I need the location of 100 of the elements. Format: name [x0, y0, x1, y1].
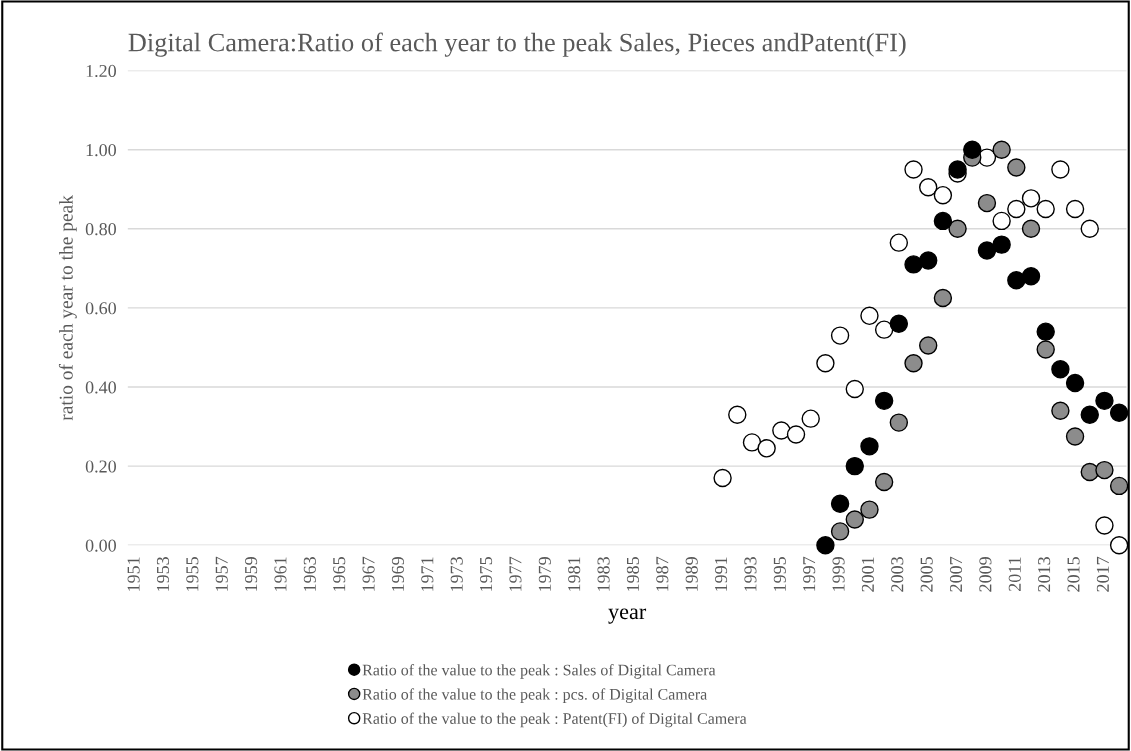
- legend-label: Ratio of the value to the peak : Patent(FI) of Digital Camera: [362, 712, 747, 728]
- point: [874, 391, 894, 411]
- x-tick-label: 1995: [773, 557, 786, 591]
- point: [1036, 199, 1055, 219]
- x-tick-label: 1989: [685, 557, 698, 591]
- x-tick-label: 1973: [450, 557, 463, 591]
- point: [830, 326, 850, 345]
- x-tick-label: 2007: [949, 556, 963, 592]
- y-tick-label: 0.60: [85, 302, 116, 315]
- point: [963, 140, 982, 159]
- point: [1109, 536, 1129, 555]
- point: [874, 472, 894, 492]
- point: [1051, 401, 1070, 420]
- x-tick-label: 1959: [245, 557, 258, 591]
- x-tick-label: 1967: [362, 556, 375, 591]
- chart-title: Digital Camera:Ratio of each year to the peak Sales, Pieces andPatent(FI): [128, 32, 906, 57]
- x-tick-label: 1965: [333, 557, 346, 591]
- point: [801, 409, 820, 428]
- x-tick-label: 2011: [1008, 557, 1021, 591]
- point: [1036, 340, 1055, 359]
- point: [889, 233, 909, 252]
- point: [786, 425, 806, 444]
- x-tick-label: 1987: [656, 556, 669, 591]
- point: [845, 379, 864, 399]
- x-tick-label: 1953: [156, 557, 170, 591]
- point: [919, 336, 938, 355]
- point: [874, 320, 894, 339]
- x-tick-label: 1957: [215, 556, 228, 591]
- x-axis-title: year: [608, 608, 647, 624]
- point: [919, 178, 938, 197]
- point: [728, 405, 747, 424]
- point: [933, 185, 953, 205]
- x-tick-label: 2001: [861, 557, 874, 592]
- point: [992, 235, 1011, 254]
- y-tick-label: 0.00: [85, 539, 116, 552]
- point: [742, 433, 762, 452]
- x-tick-label: 2013: [1038, 557, 1051, 592]
- point: [889, 413, 909, 432]
- point: [1036, 322, 1055, 341]
- x-tick-label: 1993: [744, 557, 757, 591]
- x-tick-label: 1969: [391, 557, 405, 591]
- point: [1095, 391, 1114, 411]
- point: [933, 288, 953, 308]
- x-tick-label: 1971: [421, 557, 434, 591]
- y-tick-label: 0.20: [85, 460, 116, 473]
- point: [845, 456, 864, 476]
- point: [904, 255, 923, 274]
- x-tick-label: 2017: [1096, 556, 1109, 592]
- point: [992, 140, 1011, 159]
- x-tick-label: 1977: [509, 556, 522, 591]
- x-tick-label: 1981: [568, 557, 581, 591]
- x-tick-label: 1961: [274, 557, 287, 591]
- point: [845, 510, 864, 529]
- x-tick-label: 1991: [714, 557, 728, 591]
- point: [904, 160, 923, 179]
- y-tick-label: 0.40: [85, 381, 116, 394]
- x-tick-label: 1979: [538, 557, 551, 591]
- point: [1021, 267, 1041, 286]
- point: [1021, 189, 1041, 208]
- legend-label: Ratio of the value to the peak : Sales of Digital Camera: [362, 664, 716, 679]
- point: [1080, 405, 1099, 424]
- x-tick-label: 1983: [597, 557, 610, 591]
- point: [1007, 158, 1026, 177]
- point: [816, 354, 835, 373]
- point: [1109, 476, 1129, 496]
- y-tick-label: 1.00: [86, 143, 116, 157]
- x-tick-label: 1975: [480, 557, 493, 591]
- y-tick-label: 1.20: [86, 64, 116, 78]
- x-tick-label: 1963: [303, 557, 316, 591]
- point: [1051, 360, 1070, 379]
- point: [1080, 219, 1099, 239]
- x-tick-label: 2015: [1067, 557, 1080, 592]
- point: [1051, 160, 1070, 179]
- point: [860, 437, 879, 456]
- point: [948, 219, 967, 239]
- point: [1065, 373, 1085, 393]
- point: [757, 439, 776, 458]
- point: [860, 306, 879, 326]
- point: [1007, 199, 1026, 219]
- point: [919, 251, 938, 270]
- point: [904, 354, 923, 373]
- x-tick-label: 1985: [626, 557, 639, 591]
- point: [1007, 271, 1026, 290]
- x-tick-label: 1955: [186, 557, 199, 591]
- point: [1080, 462, 1099, 482]
- point: [1095, 516, 1114, 535]
- point: [772, 421, 791, 440]
- point: [830, 494, 850, 513]
- point: [816, 536, 835, 555]
- point: [1109, 403, 1129, 422]
- point: [933, 211, 953, 231]
- x-tick-label: 1997: [803, 556, 816, 591]
- x-tick-label: 2009: [979, 557, 992, 592]
- legend-label: Ratio of the value to the peak : pcs. of Digital Camera: [362, 688, 708, 703]
- point: [1095, 460, 1114, 480]
- point: [860, 500, 879, 519]
- x-tick-label: 1951: [127, 557, 140, 591]
- point: [1065, 199, 1085, 219]
- point: [1065, 427, 1085, 446]
- point: [713, 468, 732, 488]
